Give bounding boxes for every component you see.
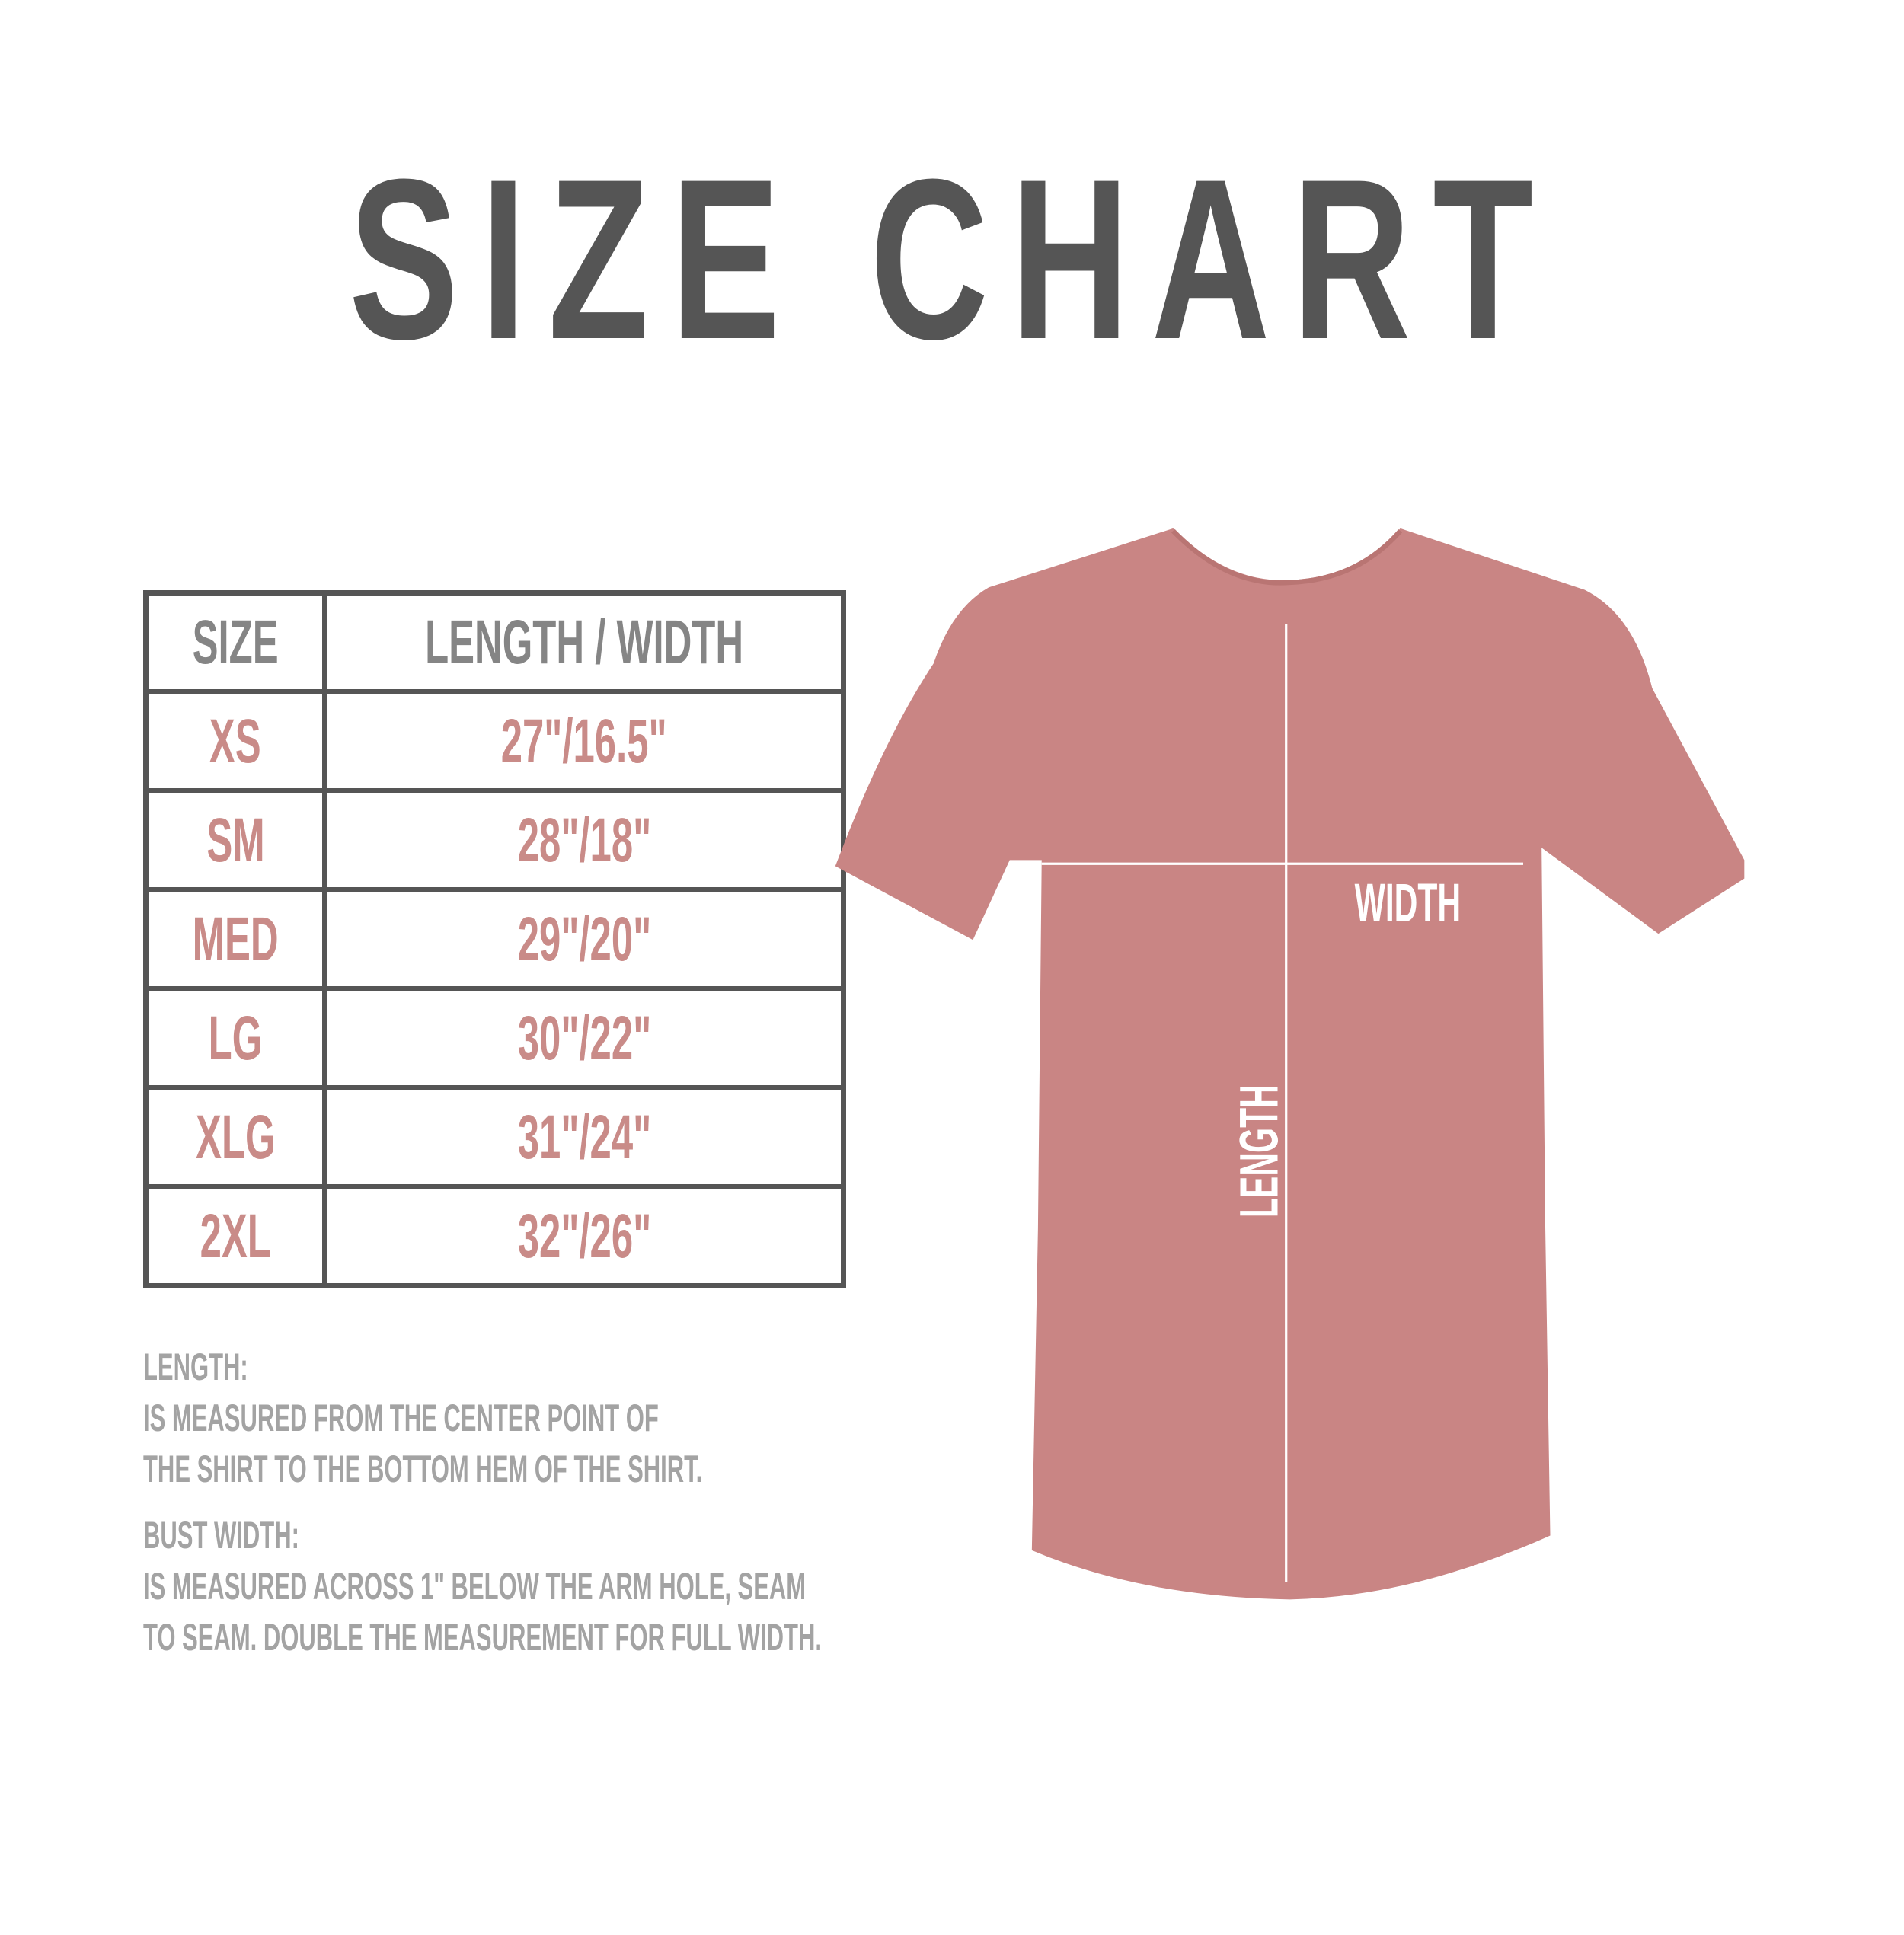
- measure-cell: 32"/26": [517, 1201, 651, 1271]
- table-row: LG 30"/22": [143, 986, 847, 1090]
- page-title: SIZE CHART: [348, 131, 1555, 387]
- measure-cell: 31"/24": [517, 1102, 651, 1172]
- header-size: SIZE: [192, 607, 279, 677]
- size-cell: 2XL: [200, 1201, 271, 1271]
- tshirt-shape: [835, 528, 1745, 1600]
- table-row: SM 28"/18": [143, 788, 847, 892]
- measure-cell: 30"/22": [517, 1003, 651, 1073]
- width-label: WIDTH: [1355, 873, 1462, 934]
- table-header: SIZE LENGTH / WIDTH: [143, 590, 847, 694]
- table-row: XLG 31"/24": [143, 1085, 847, 1189]
- measurement-notes: LENGTH: IS MEASURED FROM THE CENTER POIN…: [143, 1342, 1238, 1663]
- length-note-label: LENGTH:: [143, 1346, 248, 1388]
- table-row: 2XL 32"/26": [143, 1184, 847, 1288]
- width-note-line: IS MEASURED ACROSS 1" BELOW THE ARM HOLE…: [143, 1565, 807, 1608]
- width-note-label: BUST WIDTH:: [143, 1514, 299, 1557]
- collar: [1171, 528, 1403, 586]
- size-cell: LG: [208, 1003, 263, 1073]
- length-note-line: IS MEASURED FROM THE CENTER POINT OF: [143, 1397, 659, 1439]
- measure-cell: 28"/18": [517, 805, 651, 875]
- length-note-line: THE SHIRT TO THE BOTTOM HEM OF THE SHIRT…: [143, 1448, 703, 1490]
- size-cell: XLG: [195, 1102, 276, 1172]
- length-label: LENGTH: [1229, 1084, 1289, 1218]
- header-measure: LENGTH / WIDTH: [425, 607, 744, 677]
- size-cell: SM: [206, 805, 265, 875]
- table-row: MED 29"/20": [143, 887, 847, 991]
- size-cell: XS: [209, 706, 261, 776]
- size-cell: MED: [192, 904, 279, 974]
- measure-cell: 29"/20": [517, 904, 651, 974]
- table-row: XS 27"/16.5": [143, 689, 847, 793]
- measure-cell: 27"/16.5": [501, 706, 667, 776]
- size-table: SIZE LENGTH / WIDTH XS 27"/16.5" SM 28"/18…: [143, 590, 847, 1288]
- width-note-line: TO SEAM. DOUBLE THE MEASUREMENT FOR FULL…: [143, 1616, 822, 1659]
